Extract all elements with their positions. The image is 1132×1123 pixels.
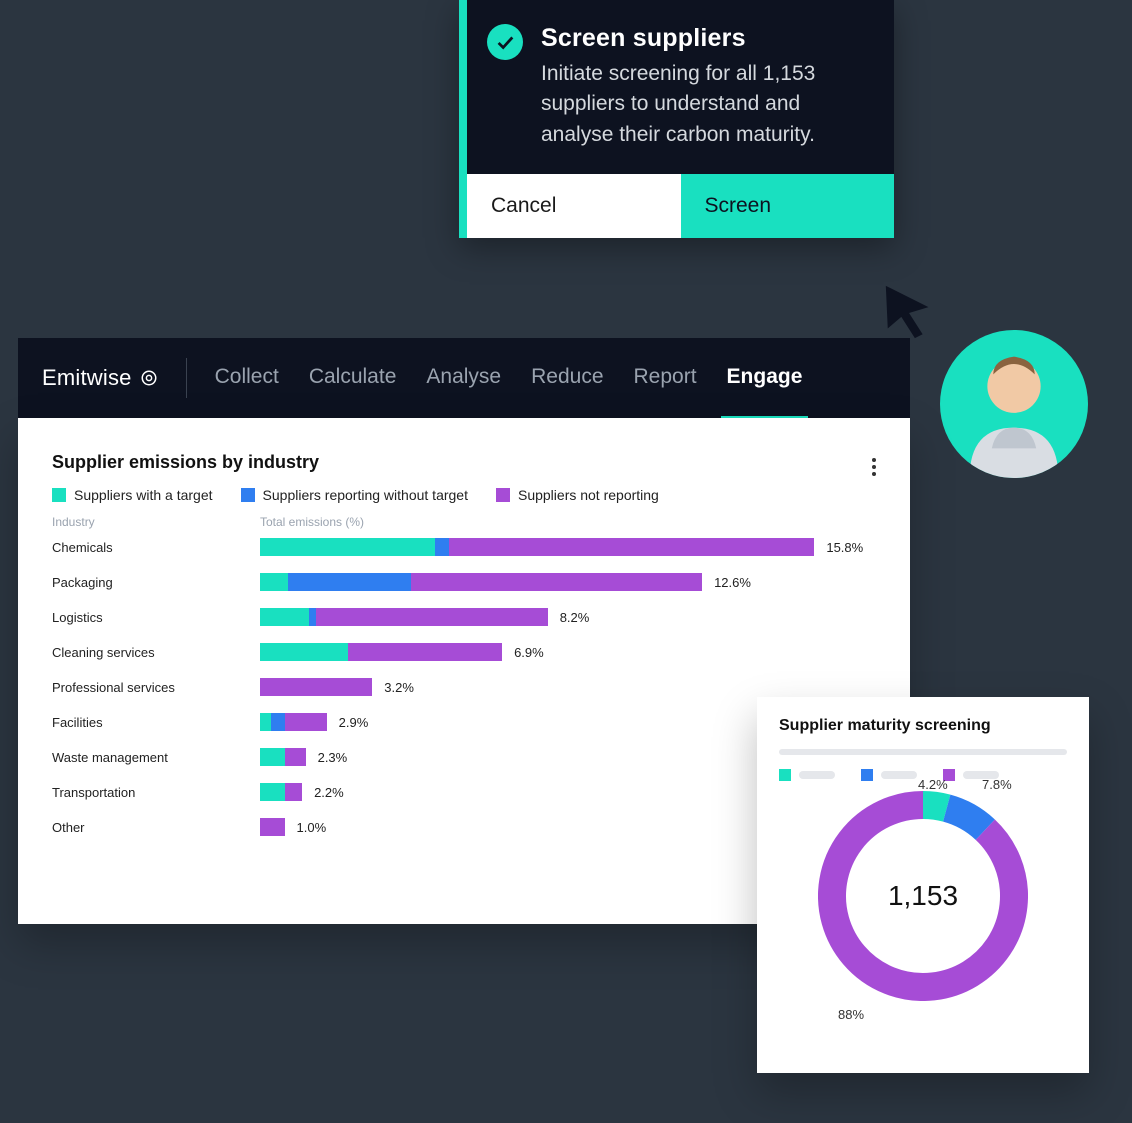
bar-segment (411, 573, 702, 591)
avatar[interactable] (940, 330, 1088, 478)
chart-row: Chemicals 15.8% (52, 537, 876, 557)
row-track: 12.6% (260, 572, 876, 592)
legend-label: Suppliers not reporting (518, 487, 659, 503)
chart-row: Transportation 2.2% (52, 782, 876, 802)
screen-suppliers-modal: Screen suppliers Initiate screening for … (459, 0, 894, 238)
nav-item-reduce[interactable]: Reduce (531, 365, 603, 391)
donut-title: Supplier maturity screening (779, 717, 1067, 735)
legend-item: Suppliers with a target (52, 487, 213, 503)
bar-segment (260, 643, 348, 661)
skeleton-pill (881, 771, 917, 779)
legend-label: Suppliers reporting without target (263, 487, 468, 503)
row-label: Professional services (52, 680, 260, 695)
row-label: Facilities (52, 715, 260, 730)
legend-swatch (52, 488, 66, 502)
brand-glyph-icon (140, 369, 158, 387)
nav-item-collect[interactable]: Collect (215, 365, 279, 391)
chart-row: Logistics 8.2% (52, 607, 876, 627)
x-axis-label: Total emissions (%) (260, 515, 876, 529)
row-track: 3.2% (260, 677, 876, 697)
avatar-placeholder-icon (940, 330, 1088, 478)
bar-segment (260, 713, 271, 731)
bar-segment (316, 608, 548, 626)
bar-segment (260, 818, 285, 836)
y-axis-label: Industry (52, 515, 260, 529)
row-label: Chemicals (52, 540, 260, 555)
bar-segment (285, 783, 303, 801)
row-total: 2.2% (314, 785, 344, 800)
legend-item: Suppliers reporting without target (241, 487, 468, 503)
chart-row: Professional services 3.2% (52, 677, 876, 697)
chart-row: Facilities 2.9% (52, 712, 876, 732)
donut-chart: 1,153 4.2%7.8%88% (818, 791, 1028, 1001)
top-nav: Emitwise Collect Calculate Analyse Reduce Re… (18, 338, 910, 418)
skeleton-pill (799, 771, 835, 779)
screen-button[interactable]: Screen (681, 174, 895, 238)
bar-segment (260, 678, 372, 696)
row-total: 15.8% (826, 540, 863, 555)
legend-item: Suppliers not reporting (496, 487, 659, 503)
row-total: 6.9% (514, 645, 544, 660)
bar-segment (309, 608, 316, 626)
chart-row: Other 1.0% (52, 817, 876, 837)
chart-row: Packaging 12.6% (52, 572, 876, 592)
bar-segment (348, 643, 502, 661)
row-label: Other (52, 820, 260, 835)
modal-description: Initiate screening for all 1,153 supplie… (541, 59, 866, 150)
bar-segment (260, 783, 285, 801)
check-circle-icon (487, 24, 523, 60)
bar-segment (271, 713, 285, 731)
bar-segment (260, 748, 285, 766)
row-total: 3.2% (384, 680, 414, 695)
row-total: 8.2% (560, 610, 590, 625)
row-total: 2.3% (318, 750, 348, 765)
legend-swatch (496, 488, 510, 502)
bar-segment (260, 608, 309, 626)
chart-row: Waste management 2.3% (52, 747, 876, 767)
brand-logo[interactable]: Emitwise (42, 365, 158, 391)
nav-item-engage[interactable]: Engage (727, 365, 803, 391)
chart-legend: Suppliers with a target Suppliers reporti… (52, 487, 876, 503)
cancel-button[interactable]: Cancel (467, 174, 681, 238)
maturity-donut-card: Supplier maturity screening 1,153 4.2%7.… (757, 697, 1089, 1073)
donut-slice-label: 4.2% (918, 777, 948, 792)
row-label: Waste management (52, 750, 260, 765)
bar-segment (260, 538, 435, 556)
row-label: Packaging (52, 575, 260, 590)
legend-swatch (241, 488, 255, 502)
donut-center-value: 1,153 (818, 791, 1028, 1001)
row-label: Transportation (52, 785, 260, 800)
chart-row: Cleaning services 6.9% (52, 642, 876, 662)
brand-name: Emitwise (42, 365, 132, 391)
row-track: 6.9% (260, 642, 876, 662)
modal-title: Screen suppliers (541, 24, 866, 53)
bar-segment (285, 748, 306, 766)
row-label: Logistics (52, 610, 260, 625)
skeleton-line (779, 749, 1067, 755)
row-total: 1.0% (297, 820, 327, 835)
row-track: 8.2% (260, 607, 876, 627)
bar-segment (449, 538, 814, 556)
bar-segment (288, 573, 411, 591)
row-total: 12.6% (714, 575, 751, 590)
nav-item-analyse[interactable]: Analyse (426, 365, 501, 391)
donut-slice-label: 7.8% (982, 777, 1012, 792)
nav-item-calculate[interactable]: Calculate (309, 365, 397, 391)
bar-segment (435, 538, 449, 556)
nav-divider (186, 358, 187, 398)
bar-segment (260, 573, 288, 591)
legend-label: Suppliers with a target (74, 487, 213, 503)
row-track: 15.8% (260, 537, 876, 557)
bar-segment (285, 713, 327, 731)
cursor-icon (880, 280, 942, 342)
donut-legend-swatch (779, 769, 791, 781)
chart-title: Supplier emissions by industry (52, 452, 876, 473)
donut-slice-label: 88% (838, 1007, 864, 1022)
row-total: 2.9% (339, 715, 369, 730)
row-label: Cleaning services (52, 645, 260, 660)
kebab-menu-icon[interactable] (872, 458, 876, 476)
nav-item-report[interactable]: Report (634, 365, 697, 391)
donut-legend-swatch (861, 769, 873, 781)
